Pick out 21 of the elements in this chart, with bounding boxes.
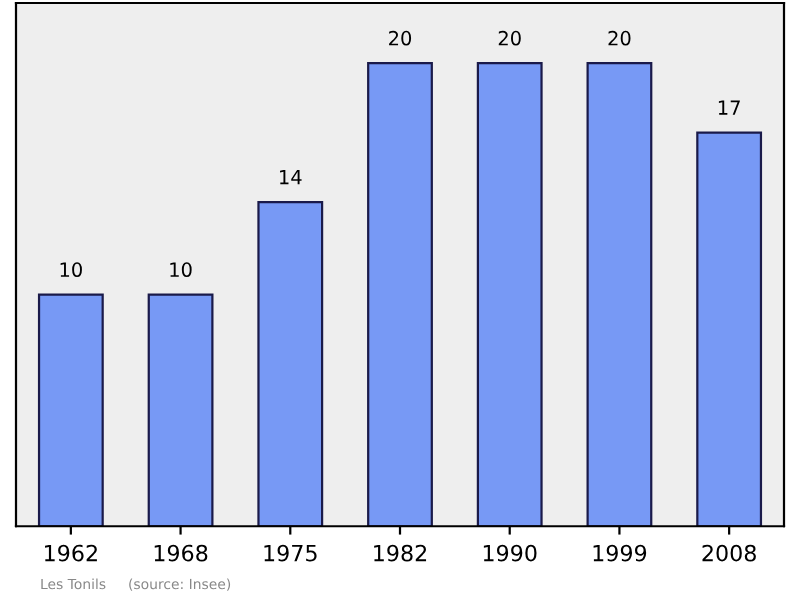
- data-label: 10: [60, 262, 82, 278]
- bar: [476, 62, 543, 527]
- x-tick-label: 2008: [702, 544, 756, 562]
- x-tick-label: 1990: [483, 544, 537, 562]
- x-tick-label: 1975: [264, 544, 317, 562]
- bar: [37, 293, 104, 527]
- x-tick-label: 1968: [154, 544, 208, 562]
- bar: [696, 131, 763, 527]
- bar: [257, 200, 324, 527]
- x-tick-label: 1982: [374, 544, 427, 562]
- data-label: 20: [389, 30, 412, 46]
- data-label: 20: [498, 30, 521, 46]
- x-tick-label: 1962: [45, 544, 97, 562]
- bar: [367, 62, 433, 527]
- bar: [147, 293, 214, 527]
- data-label: 17: [718, 100, 740, 115]
- x-tick-label: 1999: [593, 544, 647, 562]
- data-label: 10: [170, 262, 192, 278]
- bar: [586, 62, 653, 527]
- data-label: 14: [280, 169, 302, 185]
- data-label: 20: [608, 30, 631, 46]
